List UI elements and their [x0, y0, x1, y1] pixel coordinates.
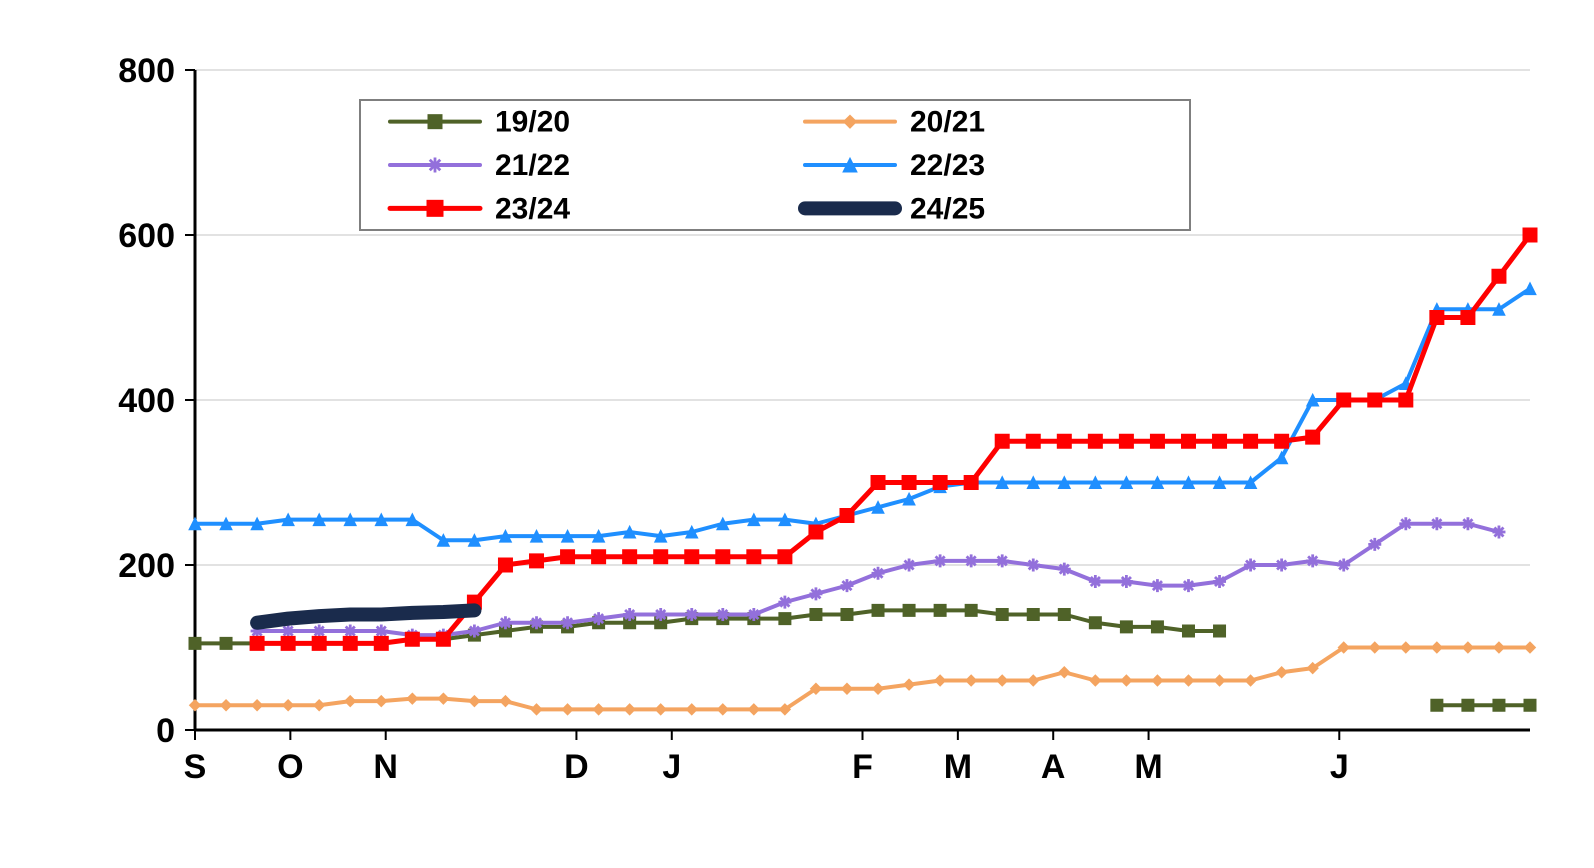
legend: 19/20 20/21 21/22 22/23 23/24 24/25	[360, 100, 1190, 230]
y-tick-label: 600	[118, 217, 175, 255]
x-tick-label: M	[944, 748, 972, 786]
x-tick-label: M	[1134, 748, 1162, 786]
legend-label-21/22: 21/22	[495, 149, 570, 182]
x-tick-label: J	[662, 748, 681, 786]
legend-label-23/24: 23/24	[495, 192, 570, 225]
x-tick-label: F	[852, 748, 873, 786]
chart-container: 0 200 400 600 800 S O N D J F M A M J 19/20 20/21 21/22 22…	[0, 0, 1594, 868]
legend-label-19/20: 19/20	[495, 106, 570, 139]
x-tick-label: N	[373, 748, 398, 786]
x-tick-label: A	[1041, 748, 1066, 786]
legend-label-24/25: 24/25	[910, 192, 985, 225]
x-tick-label: J	[1330, 748, 1349, 786]
x-tick-label: D	[564, 748, 589, 786]
y-tick-label: 800	[118, 52, 175, 90]
x-tick-label: S	[184, 748, 207, 786]
y-tick-label: 400	[118, 382, 175, 420]
y-tick-label: 0	[156, 712, 175, 750]
legend-label-20/21: 20/21	[910, 106, 985, 139]
y-tick-label: 200	[118, 547, 175, 585]
legend-label-22/23: 22/23	[910, 149, 985, 182]
x-tick-label: O	[277, 748, 303, 786]
line-chart: 0 200 400 600 800 S O N D J F M A M J 19/20 20/21 21/22 22…	[0, 0, 1594, 868]
